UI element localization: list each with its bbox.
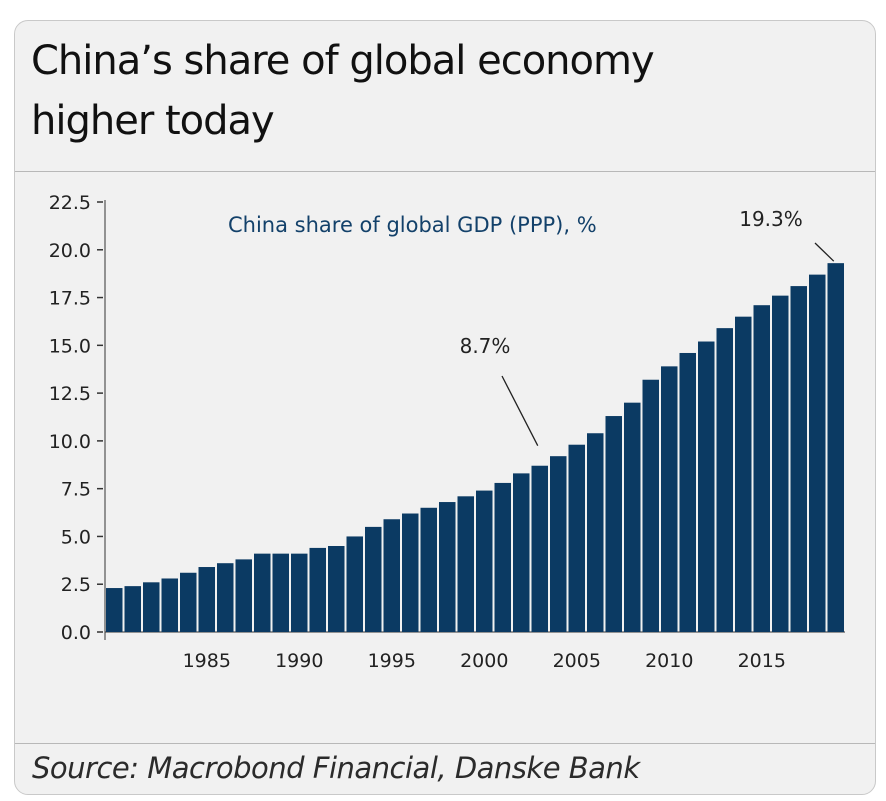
- y-tick-label: 12.5: [49, 383, 91, 405]
- chart-title-line-2: higher today: [31, 98, 275, 144]
- y-tick-label: 2.5: [61, 574, 91, 596]
- bar: [642, 379, 659, 632]
- bar: [809, 274, 826, 632]
- x-tick-label: 1995: [368, 650, 416, 672]
- x-tick-label: 2010: [645, 650, 693, 672]
- bar: [254, 553, 271, 632]
- x-tick-label: 2000: [460, 650, 508, 672]
- bar: [439, 502, 456, 632]
- annotation-label: 19.3%: [739, 207, 803, 231]
- bar: [217, 563, 234, 632]
- bar: [420, 507, 437, 632]
- bar: [568, 444, 585, 632]
- y-tick-label: 17.5: [49, 288, 91, 310]
- bar: [494, 482, 511, 632]
- bar: [272, 553, 289, 632]
- bar: [587, 433, 604, 632]
- bar: [180, 572, 197, 632]
- bar: [661, 366, 678, 632]
- bar: [346, 536, 363, 632]
- bar: [402, 513, 419, 632]
- bar: [513, 473, 530, 632]
- source-note: Source: Macrobond Financial, Danske Bank: [32, 751, 640, 785]
- x-tick-label: 2005: [553, 650, 601, 672]
- bar: [550, 456, 567, 632]
- y-axis: 0.0 2.5 5.0 7.5 10.0 12.5 15.0 17.5 20.0 22.5: [49, 192, 106, 644]
- y-tick-label: 0.0: [61, 622, 91, 644]
- bar: [124, 586, 141, 632]
- y-tick-label: 20.0: [49, 240, 91, 262]
- bar: [624, 402, 641, 632]
- annotations: 8.7% 19.3%: [460, 207, 835, 447]
- x-axis: 1985 1990 1995 2000 2005 2010 2015: [104, 631, 845, 672]
- y-tick-label: 5.0: [61, 526, 91, 548]
- bar: [531, 465, 548, 632]
- bar: [291, 553, 308, 632]
- bar: [457, 496, 474, 632]
- chart-title: China’s share of global economy higher t…: [31, 31, 851, 151]
- bar: [235, 559, 252, 632]
- x-tick-label: 1990: [275, 650, 323, 672]
- series-label: China share of global GDP (PPP), %: [228, 213, 597, 237]
- bar: [827, 263, 844, 632]
- bar: [772, 295, 789, 632]
- bar: [679, 352, 696, 632]
- bar-series: [106, 263, 844, 632]
- bar: [605, 416, 622, 632]
- bar: [383, 519, 400, 632]
- y-tick-label: 22.5: [49, 192, 91, 214]
- bar: [365, 526, 382, 632]
- bar: [328, 546, 345, 632]
- bar: [698, 341, 715, 632]
- bar: [476, 490, 493, 632]
- header-divider: [15, 171, 875, 172]
- bar: [309, 547, 326, 632]
- bar: [716, 328, 733, 632]
- y-tick-label: 15.0: [49, 335, 91, 357]
- chart-title-line-1: China’s share of global economy: [31, 38, 655, 84]
- annotation-leader-line: [814, 242, 835, 262]
- annotation-leader-line: [501, 375, 539, 447]
- y-tick-label: 7.5: [61, 479, 91, 501]
- bar: [735, 316, 752, 632]
- bar: [753, 305, 770, 632]
- bar: [790, 286, 807, 632]
- bar: [143, 582, 160, 632]
- bar: [106, 588, 123, 632]
- x-tick-label: 2015: [738, 650, 786, 672]
- bar: [161, 578, 178, 632]
- x-tick-label: 1985: [183, 650, 231, 672]
- footer-divider: [15, 743, 875, 744]
- annotation-label: 8.7%: [460, 334, 511, 358]
- bar: [198, 567, 215, 632]
- y-tick-label: 10.0: [49, 431, 91, 453]
